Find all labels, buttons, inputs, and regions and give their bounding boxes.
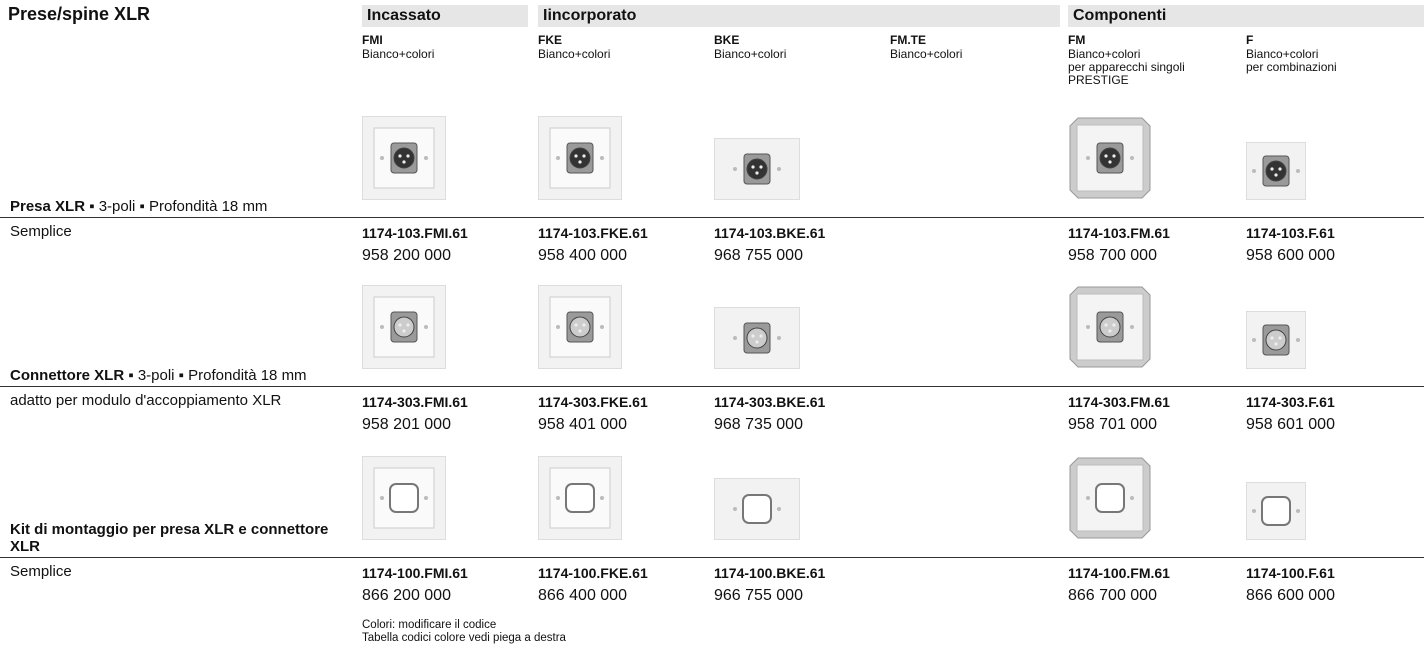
row-label: Semplice bbox=[10, 563, 72, 580]
article-number: 958 200 000 bbox=[362, 247, 451, 264]
article-code: 1174-103.F.61 bbox=[1246, 225, 1335, 241]
product-image bbox=[1069, 117, 1151, 199]
note: Colori: modificare il codice bbox=[362, 619, 497, 631]
column-desc: PRESTIGE bbox=[1068, 73, 1129, 87]
column-desc: Bianco+colori bbox=[890, 47, 963, 61]
group-header: Incassato bbox=[362, 5, 528, 27]
rule bbox=[0, 217, 1424, 218]
product-image bbox=[1069, 286, 1151, 368]
article-number: 958 400 000 bbox=[538, 247, 627, 264]
heading-bold: Kit di montaggio per presa XLR e connett… bbox=[10, 521, 329, 555]
article-code: 1174-103.FMI.61 bbox=[362, 225, 468, 241]
column-code: FM.TE bbox=[890, 33, 926, 47]
product-image bbox=[362, 456, 446, 540]
article-number: 958 600 000 bbox=[1246, 247, 1335, 264]
group-header: Componenti bbox=[1068, 5, 1424, 27]
rule bbox=[0, 386, 1424, 387]
article-code: 1174-103.FM.61 bbox=[1068, 225, 1170, 241]
article-number: 958 700 000 bbox=[1068, 247, 1157, 264]
column-desc: Bianco+colori bbox=[1068, 47, 1141, 61]
article-number: 968 755 000 bbox=[714, 247, 803, 264]
article-code: 1174-100.F.61 bbox=[1246, 565, 1335, 581]
product-image bbox=[714, 478, 800, 540]
product-image bbox=[1246, 311, 1306, 369]
product-image bbox=[538, 116, 622, 200]
column-code: FKE bbox=[538, 33, 562, 47]
article-number: 966 755 000 bbox=[714, 587, 803, 604]
article-code: 1174-103.BKE.61 bbox=[714, 225, 826, 241]
article-number: 866 200 000 bbox=[362, 587, 451, 604]
product-image bbox=[714, 138, 800, 200]
article-code: 1174-100.FM.61 bbox=[1068, 565, 1170, 581]
article-code: 1174-303.FKE.61 bbox=[538, 394, 648, 410]
section-heading: Kit di montaggio per presa XLR e connett… bbox=[10, 521, 350, 555]
column-desc: per combinazioni bbox=[1246, 60, 1337, 74]
rule bbox=[0, 557, 1424, 558]
article-number: 958 201 000 bbox=[362, 416, 451, 433]
heading-bold: Presa XLR bbox=[10, 198, 86, 215]
column-desc: Bianco+colori bbox=[1246, 47, 1319, 61]
product-image bbox=[362, 285, 446, 369]
article-code: 1174-100.FMI.61 bbox=[362, 565, 468, 581]
product-image bbox=[362, 116, 446, 200]
heading-rest: ▪ 3-poli ▪ Profondità 18 mm bbox=[89, 198, 268, 215]
heading-bold: Connettore XLR bbox=[10, 367, 125, 384]
note: Tabella codici colore vedi piega a destr… bbox=[362, 632, 566, 644]
row-label: Semplice bbox=[10, 223, 72, 240]
column-code: BKE bbox=[714, 33, 740, 47]
product-image bbox=[714, 307, 800, 369]
article-number: 958 401 000 bbox=[538, 416, 627, 433]
column-code: FMI bbox=[362, 33, 383, 47]
article-number: 958 701 000 bbox=[1068, 416, 1157, 433]
article-code: 1174-303.FM.61 bbox=[1068, 394, 1170, 410]
column-desc: Bianco+colori bbox=[362, 47, 435, 61]
article-number: 968 735 000 bbox=[714, 416, 803, 433]
article-code: 1174-303.BKE.61 bbox=[714, 394, 826, 410]
column-desc: Bianco+colori bbox=[714, 47, 787, 61]
product-image bbox=[538, 285, 622, 369]
article-number: 866 400 000 bbox=[538, 587, 627, 604]
article-code: 1174-303.FMI.61 bbox=[362, 394, 468, 410]
column-desc: Bianco+colori bbox=[538, 47, 611, 61]
column-code: FM bbox=[1068, 33, 1086, 47]
article-code: 1174-100.BKE.61 bbox=[714, 565, 826, 581]
article-code: 1174-303.F.61 bbox=[1246, 394, 1335, 410]
page-title: Prese/spine XLR bbox=[8, 4, 151, 24]
product-image bbox=[1069, 457, 1151, 539]
product-image bbox=[1246, 482, 1306, 540]
product-image bbox=[538, 456, 622, 540]
section-heading: Connettore XLR ▪ 3-poli ▪ Profondità 18 … bbox=[10, 367, 350, 384]
column-desc: per apparecchi singoli bbox=[1068, 60, 1185, 74]
product-image bbox=[1246, 142, 1306, 200]
column-code: F bbox=[1246, 33, 1254, 47]
row-label: adatto per modulo d'accoppiamento XLR bbox=[10, 392, 282, 409]
article-number: 866 700 000 bbox=[1068, 587, 1157, 604]
heading-rest: ▪ 3-poli ▪ Profondità 18 mm bbox=[128, 367, 307, 384]
section-heading: Presa XLR ▪ 3-poli ▪ Profondità 18 mm bbox=[10, 198, 350, 215]
article-code: 1174-100.FKE.61 bbox=[538, 565, 648, 581]
article-number: 866 600 000 bbox=[1246, 587, 1335, 604]
article-number: 958 601 000 bbox=[1246, 416, 1335, 433]
article-code: 1174-103.FKE.61 bbox=[538, 225, 648, 241]
group-header: Iincorporato bbox=[538, 5, 1060, 27]
